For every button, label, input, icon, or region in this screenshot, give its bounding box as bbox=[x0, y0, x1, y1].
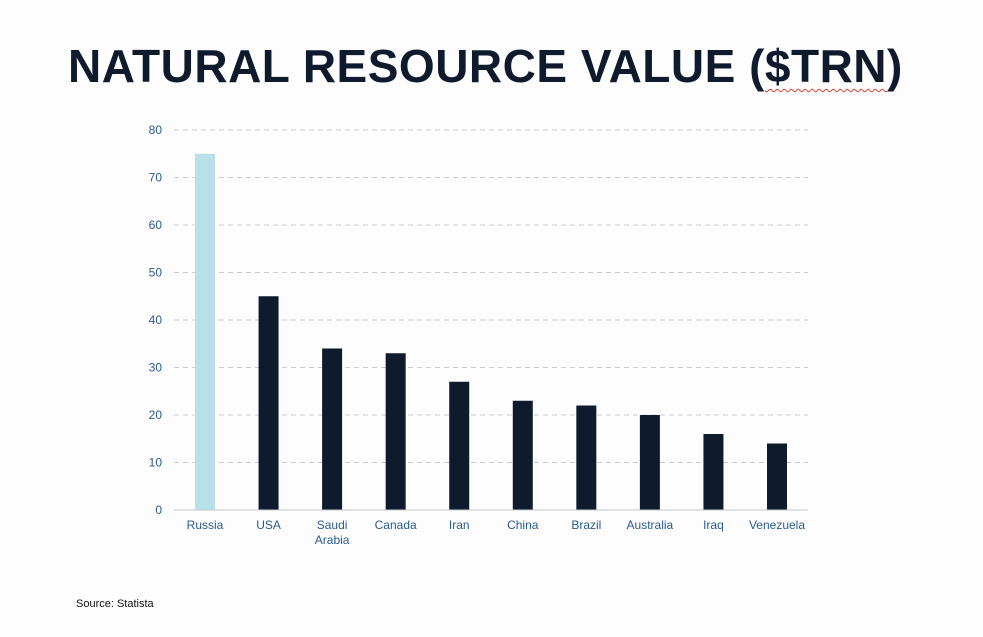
bar-russia bbox=[195, 153, 215, 510]
bar-usa bbox=[258, 296, 279, 510]
x-tick-label-line: Venezuela bbox=[749, 518, 805, 532]
x-tick-label-line: Saudi bbox=[317, 518, 348, 532]
bar-saudi-arabia bbox=[322, 348, 343, 510]
grid-layer bbox=[174, 129, 808, 463]
x-tick-label: Venezuela bbox=[749, 518, 805, 532]
x-tick-label: Iraq bbox=[703, 518, 724, 532]
bar-china bbox=[512, 400, 533, 510]
x-tick-label: Iran bbox=[449, 518, 470, 532]
y-tick-label: 10 bbox=[149, 456, 163, 470]
y-tick-label: 40 bbox=[149, 313, 163, 327]
bar-brazil bbox=[576, 405, 597, 510]
x-tick-label: Saudi Arabia bbox=[315, 518, 350, 547]
x-tick-label: China bbox=[507, 518, 539, 532]
y-tick-label: 20 bbox=[149, 408, 163, 422]
bar-iraq bbox=[703, 434, 724, 510]
x-tick-label-line: Arabia bbox=[315, 533, 350, 547]
y-tick-label: 70 bbox=[149, 171, 163, 185]
x-tick-label: Brazil bbox=[571, 518, 601, 532]
y-tick-label: 60 bbox=[149, 218, 163, 232]
x-tick-label: Australia bbox=[627, 518, 674, 532]
x-tick-label-line: USA bbox=[256, 518, 281, 532]
source-note: Source: Statista bbox=[76, 598, 154, 610]
axis-layer: 0 10 20 30 40 50 60 70 80 Russia USA Saudi Arabia Can… bbox=[149, 123, 808, 547]
x-tick-label: Canada bbox=[375, 518, 417, 532]
x-tick-label: Russia bbox=[187, 518, 224, 532]
x-tick-label-line: Brazil bbox=[571, 518, 601, 532]
title-end: ) bbox=[887, 40, 903, 92]
chart-title: NATURAL RESOURCE VALUE ($TRN) bbox=[68, 36, 903, 96]
x-tick-label-line: China bbox=[507, 518, 539, 532]
y-tick-label: 0 bbox=[155, 503, 162, 517]
y-tick-label: 80 bbox=[149, 123, 163, 137]
bar-layer bbox=[195, 153, 787, 510]
x-tick-label-line: Iran bbox=[449, 518, 470, 532]
title-unit: $TRN bbox=[764, 40, 888, 92]
bar-venezuela bbox=[767, 443, 787, 510]
y-tick-label: 50 bbox=[149, 266, 163, 280]
x-tick-label: USA bbox=[256, 518, 281, 532]
bar-canada bbox=[385, 353, 406, 510]
y-tick-label: 30 bbox=[149, 361, 163, 375]
x-tick-label-line: Canada bbox=[375, 518, 417, 532]
x-tick-label-line: Russia bbox=[187, 518, 224, 532]
x-tick-label-line: Iraq bbox=[703, 518, 724, 532]
bar-australia bbox=[639, 415, 660, 510]
bar-iran bbox=[449, 381, 470, 510]
title-main: NATURAL RESOURCE VALUE ( bbox=[68, 40, 765, 92]
x-tick-label-line: Australia bbox=[627, 518, 674, 532]
